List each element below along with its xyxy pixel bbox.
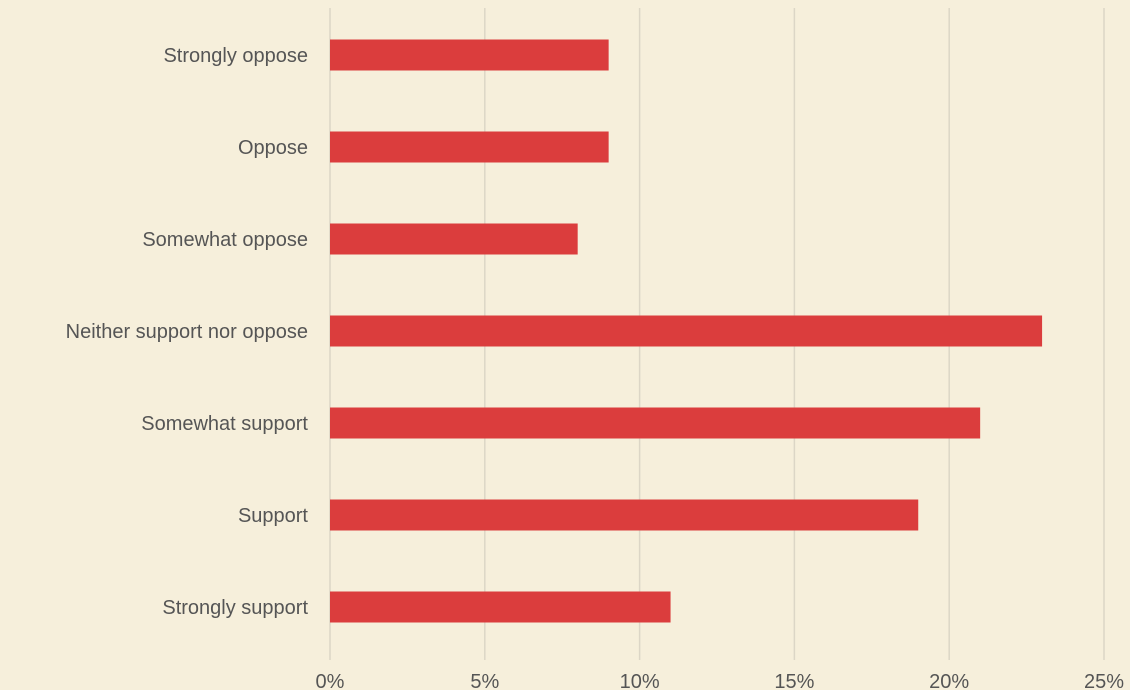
bar-oppose	[330, 131, 609, 163]
x-tick-label: 5%	[470, 671, 499, 690]
x-tick-label: 10%	[620, 671, 660, 690]
bar-somewhat-oppose	[330, 223, 578, 255]
category-labels: Strongly oppose Oppose Somewhat oppose Neit…	[66, 45, 309, 619]
category-label: Strongly support	[162, 597, 308, 619]
category-label: Oppose	[238, 137, 308, 159]
category-label: Support	[238, 505, 308, 527]
x-tick-label: 15%	[774, 671, 814, 690]
x-axis-tick-labels: 0% 5% 10% 15% 20% 25%	[316, 671, 1125, 690]
category-label: Somewhat oppose	[142, 229, 308, 251]
category-label: Neither support nor oppose	[66, 321, 308, 343]
bar-strongly-support	[330, 591, 671, 623]
bar-neither-support-nor-oppose	[330, 315, 1043, 347]
category-label: Strongly oppose	[163, 45, 308, 67]
bar-strongly-oppose	[330, 39, 609, 71]
bar-support	[330, 499, 919, 531]
bar-somewhat-support	[330, 407, 981, 439]
x-tick-label: 0%	[316, 671, 345, 690]
bar-layer	[330, 39, 1043, 623]
x-tick-label: 20%	[929, 671, 969, 690]
category-label: Somewhat support	[141, 413, 308, 435]
x-tick-label: 25%	[1084, 671, 1124, 690]
